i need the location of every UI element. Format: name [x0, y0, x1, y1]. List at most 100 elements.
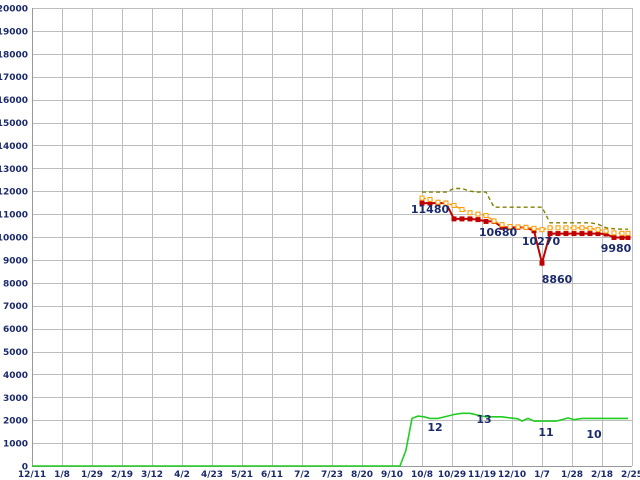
y-tick-label: 9000 — [3, 256, 28, 266]
x-tick-label: 9/10 — [381, 470, 403, 480]
data-point-marker — [563, 225, 569, 231]
y-tick-label: 11000 — [0, 211, 28, 221]
data-point-marker — [571, 225, 577, 231]
data-point-marker — [419, 200, 425, 206]
data-point-marker — [419, 195, 425, 201]
data-point-marker — [579, 225, 585, 231]
y-tick-label: 20000 — [0, 5, 28, 15]
y-tick-label: 6000 — [3, 325, 28, 335]
data-point-marker — [547, 225, 553, 231]
y-tick-label: 18000 — [0, 50, 28, 60]
y-tick-label: 15000 — [0, 119, 28, 129]
series-line-price-average — [421, 197, 628, 235]
data-point-marker — [459, 207, 465, 213]
y-tick-label: 3000 — [3, 394, 28, 404]
data-point-marker — [563, 231, 569, 237]
data-point-marker — [587, 231, 593, 237]
y-tick-label: 5000 — [3, 348, 28, 358]
series-price-average — [419, 195, 631, 236]
data-point-marker — [523, 224, 529, 230]
data-point-marker — [595, 227, 601, 233]
data-point-marker — [571, 231, 577, 237]
price-label-11480: 11480 — [411, 203, 450, 216]
volume-label-11: 11 — [538, 426, 553, 439]
series-line-price-high — [422, 187, 628, 230]
data-point-marker — [555, 231, 561, 237]
data-point-marker — [625, 234, 631, 240]
volume-label-13: 13 — [476, 413, 491, 426]
data-point-marker — [587, 225, 593, 231]
x-tick-label: 1/29 — [81, 470, 103, 480]
data-point-marker — [491, 218, 497, 224]
y-tick-label: 0 — [22, 463, 28, 473]
data-point-marker — [443, 200, 449, 206]
grid-lines — [32, 8, 633, 466]
price-label-8860: 8860 — [542, 273, 573, 286]
data-point-marker — [625, 230, 631, 236]
x-tick-label: 2/25 — [621, 470, 640, 480]
data-point-marker — [611, 234, 617, 240]
x-tick-label: 3/12 — [141, 470, 163, 480]
price-label-10270: 10270 — [522, 235, 561, 248]
y-tick-label: 8000 — [3, 279, 28, 289]
x-tick-label: 2/18 — [591, 470, 613, 480]
y-tick-label: 14000 — [0, 142, 28, 152]
y-tick-label: 1000 — [3, 440, 28, 450]
x-tick-label: 1/7 — [534, 470, 550, 480]
x-tick-label: 11/19 — [468, 470, 496, 480]
series-volume — [32, 412, 628, 467]
data-point-marker — [451, 202, 457, 208]
y-tick-label: 13000 — [0, 165, 28, 175]
series-line-volume — [32, 412, 628, 467]
data-series — [32, 187, 631, 467]
x-tick-label: 7/23 — [321, 470, 343, 480]
series-price-low — [419, 200, 631, 268]
x-tick-label: 5/21 — [231, 470, 253, 480]
y-axis-tick-labels: 2000019000180001700016000150001400013000… — [0, 5, 28, 473]
y-tick-label: 4000 — [3, 371, 28, 381]
x-tick-label: 10/8 — [411, 470, 433, 480]
data-point-marker — [435, 199, 441, 205]
x-tick-label: 1/8 — [54, 470, 70, 480]
data-point-marker — [475, 217, 481, 223]
data-point-marker — [459, 216, 465, 222]
data-point-marker — [467, 216, 473, 222]
y-tick-label: 2000 — [3, 417, 28, 427]
x-axis-tick-labels: 12/11 1/8 1/29 2/19 3/12 4/2 4/23 5/21 6/11 7/2 7/… — [18, 470, 640, 480]
data-point-marker — [427, 196, 433, 202]
x-tick-label: 6/11 — [261, 470, 283, 480]
data-point-marker — [547, 231, 553, 237]
data-point-marker — [539, 227, 545, 233]
data-point-marker — [475, 211, 481, 217]
y-tick-label: 12000 — [0, 188, 28, 198]
x-tick-label: 7/2 — [294, 470, 310, 480]
x-tick-label: 10/29 — [438, 470, 466, 480]
x-tick-label: 12/10 — [498, 470, 526, 480]
series-price-high — [422, 187, 628, 230]
y-tick-label: 16000 — [0, 96, 28, 106]
data-point-marker — [555, 225, 561, 231]
price-label-10680: 10680 — [479, 226, 518, 239]
data-point-marker — [499, 222, 505, 228]
price-label-9980: 9980 — [601, 242, 632, 255]
data-point-marker — [467, 210, 473, 216]
data-point-marker — [483, 212, 489, 218]
volume-label-10: 10 — [586, 428, 602, 441]
y-tick-label: 17000 — [0, 73, 28, 83]
data-point-marker — [515, 224, 521, 230]
y-tick-label: 7000 — [3, 302, 28, 312]
y-tick-label: 19000 — [0, 27, 28, 37]
x-tick-label: 8/20 — [351, 470, 373, 480]
data-point-marker — [451, 216, 457, 222]
data-point-marker — [603, 228, 609, 234]
x-tick-label: 4/2 — [174, 470, 190, 480]
data-point-marker — [611, 230, 617, 236]
x-tick-label: 2/19 — [111, 470, 133, 480]
data-point-marker — [619, 234, 625, 240]
data-point-marker — [579, 231, 585, 237]
data-point-marker — [619, 230, 625, 236]
data-point-labels: 11480 10680 10270 8860 9980 12 13 11 10 — [411, 203, 632, 441]
x-tick-label: 4/23 — [201, 470, 223, 480]
